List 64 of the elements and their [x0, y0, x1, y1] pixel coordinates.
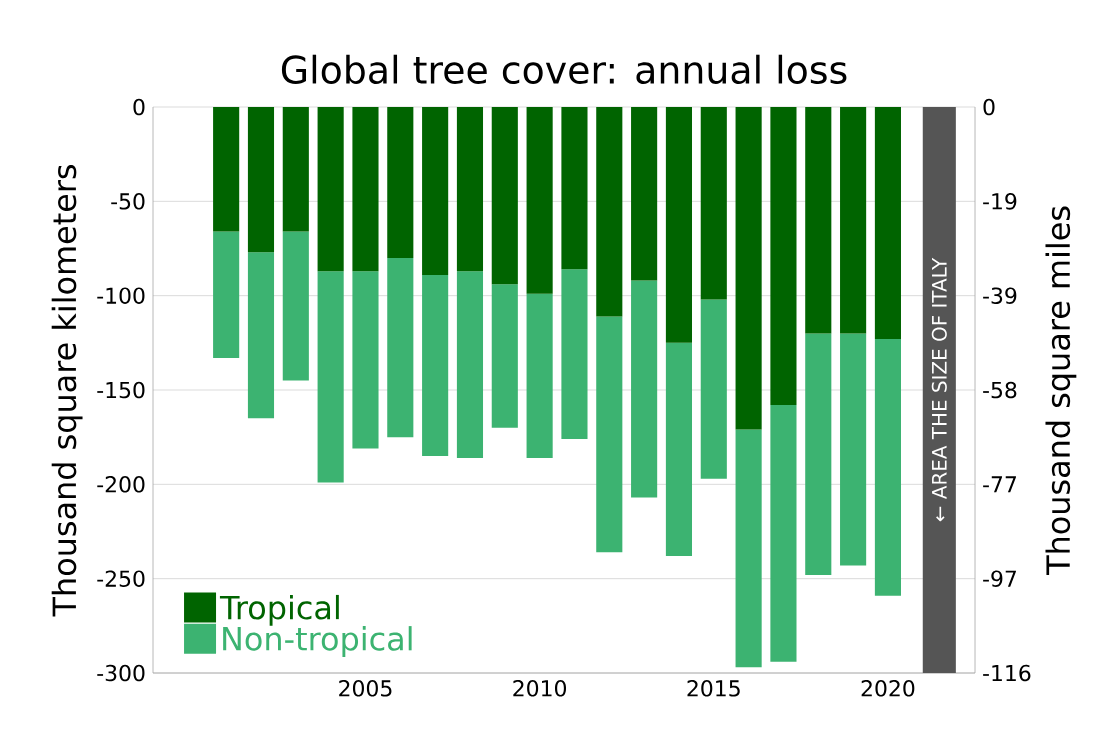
x-tick-label: 2005 — [339, 680, 392, 697]
y2-tick-label: -39 — [983, 287, 1017, 304]
y-tick-label: -50 — [111, 193, 145, 210]
bar — [631, 106, 658, 281]
y2-tick-label: -19 — [983, 193, 1017, 210]
x-tick-label: 2010 — [513, 680, 567, 697]
bar — [735, 429, 762, 668]
bar — [317, 271, 344, 483]
bar — [874, 106, 901, 340]
band-label: ← AREA THE SIZE OF ITALY — [931, 257, 947, 522]
bar — [770, 106, 797, 406]
bar — [596, 106, 623, 317]
bar — [387, 106, 414, 258]
bar — [213, 106, 240, 232]
bar — [805, 106, 832, 334]
y-tick-label: -150 — [97, 381, 145, 399]
bar — [700, 106, 727, 300]
y2-tick-label: -116 — [983, 664, 1031, 682]
bar — [874, 339, 901, 596]
y-tick-label: -100 — [97, 287, 145, 304]
legend-label: Tropical — [219, 594, 339, 626]
bar — [422, 274, 449, 457]
bar — [282, 231, 309, 381]
bar — [805, 333, 832, 575]
bar — [665, 342, 693, 557]
bar — [387, 257, 414, 438]
bar — [631, 280, 658, 498]
y2-axis-title: Thousand square miles — [1045, 206, 1077, 576]
bar — [700, 299, 727, 479]
y2-tick-label: -77 — [983, 476, 1016, 493]
y2-tick-label: 0 — [983, 98, 995, 116]
bar — [840, 106, 867, 334]
bar — [282, 106, 309, 232]
legend-label: Non-tropical — [223, 626, 412, 657]
y2-tick-label: -58 — [983, 381, 1017, 399]
bar — [561, 269, 588, 440]
bar — [526, 106, 553, 294]
bar — [840, 333, 867, 566]
y-tick-label: 0 — [133, 98, 145, 116]
bar — [665, 106, 693, 343]
bar — [352, 106, 379, 272]
bar — [422, 106, 449, 275]
bar — [247, 106, 275, 253]
y-tick-label: -300 — [97, 664, 145, 682]
bar — [317, 106, 344, 272]
bar — [526, 293, 553, 458]
bar — [491, 284, 518, 428]
y-tick-label: -200 — [97, 476, 145, 493]
bar — [456, 271, 484, 458]
bar — [247, 252, 275, 419]
bar — [456, 106, 484, 272]
bar — [352, 271, 379, 449]
y2-tick-label: -97 — [983, 570, 1016, 587]
bar — [735, 106, 762, 430]
y-axis-title: Thousand square kilometers — [51, 165, 83, 617]
x-tick-label: 2020 — [861, 680, 915, 697]
bar — [213, 231, 240, 358]
bar — [491, 106, 518, 285]
bar — [770, 405, 797, 662]
y-tick-label: -250 — [97, 570, 145, 587]
bar — [561, 106, 588, 270]
chart-title: Global tree cover: annual loss — [281, 54, 847, 84]
bar — [596, 316, 623, 553]
x-tick-label: 2015 — [687, 680, 740, 697]
